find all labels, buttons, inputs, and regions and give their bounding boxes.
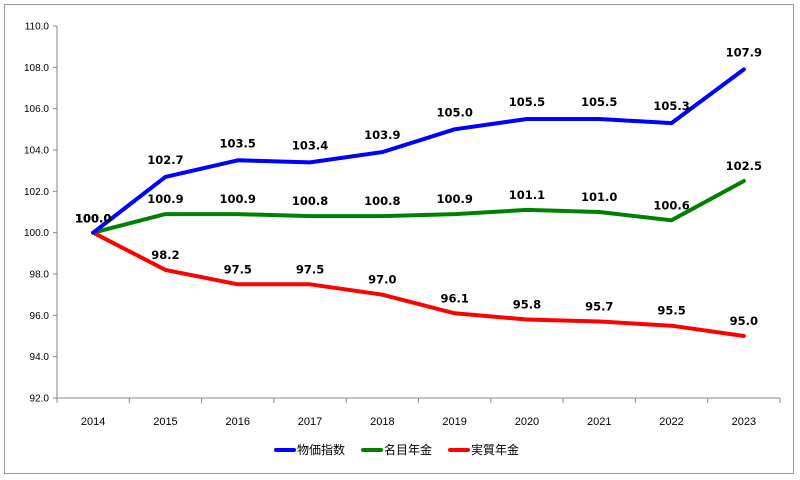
- data-label: 100.0: [75, 212, 111, 226]
- y-tick-label: 110.0: [25, 22, 50, 33]
- data-label: 101.0: [581, 190, 617, 204]
- data-label: 100.9: [147, 192, 183, 206]
- y-tick-label: 96.0: [30, 311, 50, 322]
- data-label: 98.2: [151, 248, 179, 262]
- legend-label-2: 実質年金: [471, 442, 519, 457]
- y-tick-label: 98.0: [30, 270, 50, 281]
- x-tick-label: 2017: [298, 416, 322, 428]
- data-label: 107.9: [726, 45, 762, 59]
- y-tick-label: 106.0: [24, 104, 49, 115]
- data-label: 97.5: [224, 262, 252, 276]
- y-tick-label: 108.0: [24, 63, 49, 74]
- data-label: 101.1: [509, 188, 545, 202]
- data-label: 95.8: [513, 297, 541, 311]
- legend-label-0: 物価指数: [297, 442, 345, 457]
- data-label: 102.5: [726, 159, 762, 173]
- data-label: 100.6: [653, 198, 689, 212]
- data-label: 105.5: [509, 95, 545, 109]
- x-tick-label: 2014: [81, 416, 105, 428]
- data-label: 100.0: [75, 212, 111, 226]
- x-tick-label: 2022: [659, 416, 683, 428]
- data-label: 100.8: [364, 194, 400, 208]
- data-label: 102.7: [147, 153, 183, 167]
- data-label: 97.0: [368, 273, 396, 287]
- x-tick-label: 2021: [587, 416, 611, 428]
- data-label: 95.0: [730, 314, 758, 328]
- x-tick-label: 2016: [226, 416, 250, 428]
- data-label: 95.5: [657, 304, 685, 318]
- series-line-1: [91, 179, 746, 235]
- x-tick-label: 2015: [153, 416, 177, 428]
- series-line-2: [91, 230, 746, 338]
- data-label: 100.9: [220, 192, 256, 206]
- y-tick-label: 94.0: [30, 352, 50, 363]
- data-label: 100.9: [436, 192, 472, 206]
- y-tick-label: 100.0: [24, 228, 49, 239]
- data-label: 100.8: [292, 194, 328, 208]
- data-label: 103.4: [292, 138, 328, 152]
- chart-frame: [4, 4, 794, 474]
- x-tick-label: 2020: [515, 416, 539, 428]
- y-tick-label: 102.0: [24, 187, 49, 198]
- y-tick-label: 92.0: [30, 394, 50, 405]
- data-label: 105.0: [436, 105, 472, 119]
- data-label: 105.5: [581, 95, 617, 109]
- y-tick-label: 104.0: [24, 146, 49, 157]
- x-tick-label: 2019: [442, 416, 466, 428]
- data-label: 103.5: [220, 136, 256, 150]
- data-label: 96.1: [440, 291, 468, 305]
- data-label: 100.0: [75, 212, 111, 226]
- data-label: 103.9: [364, 128, 400, 142]
- data-label: 97.5: [296, 262, 324, 276]
- data-label: 95.7: [585, 300, 613, 314]
- series-line-0: [91, 67, 746, 235]
- x-tick-label: 2018: [370, 416, 394, 428]
- data-label: 105.3: [653, 99, 689, 113]
- x-tick-label: 2023: [732, 416, 756, 428]
- legend-label-1: 名目年金: [384, 442, 432, 457]
